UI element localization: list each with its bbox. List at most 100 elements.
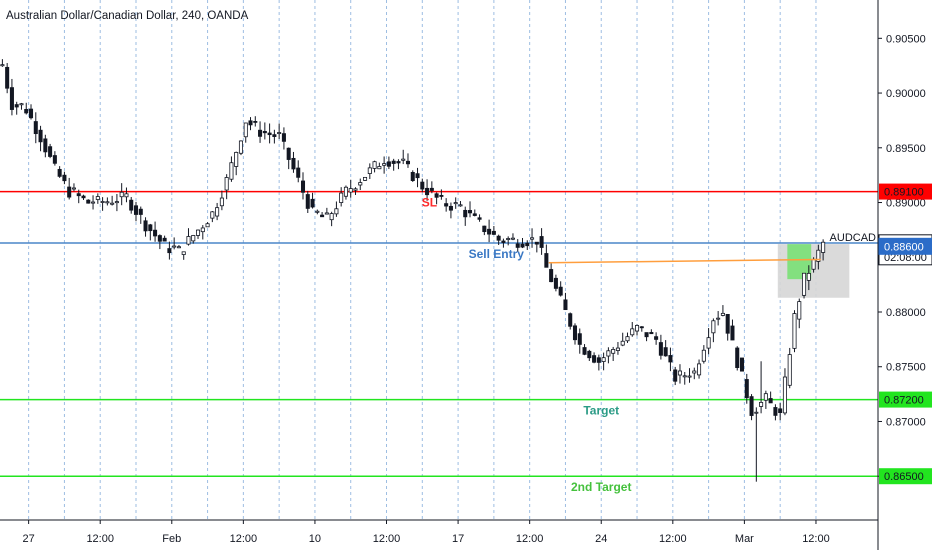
candle-body-14 (67, 186, 72, 198)
candle-body-157 (749, 396, 754, 416)
candle-54 (258, 121, 263, 143)
candle-body-141 (673, 369, 678, 382)
candle-body-85 (405, 160, 411, 165)
price-tag-88600-bg (878, 237, 932, 255)
candle-24 (114, 194, 119, 212)
candle-body-153 (730, 325, 735, 341)
target-label: Target (583, 404, 619, 418)
candle-body-136 (649, 332, 654, 335)
candle-body-116 (553, 277, 558, 289)
candle-body-64 (305, 194, 310, 209)
candle-116 (553, 274, 558, 292)
price-tag-88600: 0.88600 (878, 237, 932, 255)
candle-body-26 (124, 193, 129, 198)
candle-89 (425, 179, 430, 201)
candle-164 (782, 368, 787, 416)
candle-33 (157, 234, 162, 250)
candle-102 (487, 219, 492, 243)
candle-146 (697, 359, 702, 379)
candle-body-19 (91, 201, 96, 204)
second-target-axis-tag-text: 0.86500 (884, 471, 924, 483)
candle-body-140 (668, 355, 673, 363)
candle-8 (38, 125, 43, 152)
candle-96 (458, 201, 463, 207)
candle-130 (620, 332, 625, 347)
candle-26 (124, 187, 129, 203)
candle-body-80 (382, 163, 387, 166)
candle-body-22 (105, 201, 110, 204)
candle-body-142 (677, 370, 682, 376)
orange-line (548, 258, 821, 264)
candle-body-166 (792, 313, 797, 349)
candle-body-74 (353, 188, 358, 191)
candle-body-160 (763, 393, 768, 401)
second-target-label: 2nd Target (571, 480, 631, 494)
candle-body-0 (0, 64, 5, 67)
candle-body-148 (706, 337, 711, 349)
candle-61 (291, 151, 296, 173)
candle-167 (797, 298, 802, 329)
price-tag-88600-text: 0.88600 (884, 241, 924, 253)
candle-114 (544, 244, 549, 268)
candle-body-150 (716, 317, 721, 320)
x-tick-label-11: 12:00 (802, 533, 830, 545)
candle-149 (711, 318, 716, 343)
candle-body-170 (811, 258, 816, 270)
candle-body-79 (377, 166, 382, 170)
candle-154 (735, 346, 740, 371)
candle-103 (491, 226, 496, 235)
candle-162 (773, 404, 778, 421)
candle-body-2 (9, 87, 14, 110)
candle-47 (224, 174, 229, 200)
candle-132 (630, 322, 635, 337)
candle-body-77 (367, 167, 372, 174)
candle-body-133 (635, 325, 640, 332)
candle-body-54 (258, 129, 263, 137)
candle-body-103 (491, 230, 496, 235)
candle-4 (19, 102, 24, 110)
candle-156 (744, 373, 749, 404)
candle-137 (654, 332, 659, 345)
candle-94 (448, 202, 453, 219)
candle-body-146 (697, 363, 702, 376)
candle-17 (81, 194, 86, 200)
candle-body-91 (434, 193, 439, 198)
candle-56 (267, 123, 272, 144)
candle-body-65 (310, 198, 315, 208)
candle-60 (286, 147, 291, 170)
candle-body-10 (48, 146, 53, 157)
candle-body-137 (654, 336, 659, 340)
candle-body-172 (821, 241, 826, 253)
candle-body-4 (19, 103, 24, 106)
candle-0 (0, 59, 5, 67)
candle-body-138 (658, 342, 663, 356)
candle-body-125 (596, 357, 601, 363)
candle-body-73 (348, 188, 353, 193)
candle-body-119 (568, 313, 573, 327)
candle-166 (792, 310, 797, 353)
candle-body-114 (544, 253, 549, 268)
candle-74 (353, 187, 358, 195)
candle-20 (95, 193, 100, 204)
candle-body-156 (744, 379, 749, 399)
candle-93 (444, 198, 449, 212)
symbol-label: AUDCAD (830, 232, 877, 244)
x-tick-label-5: 12:00 (373, 533, 401, 545)
candle-body-52 (248, 120, 253, 126)
candle-body-134 (639, 326, 644, 329)
candle-body-15 (71, 187, 76, 190)
candle-36 (172, 237, 177, 250)
candle-body-32 (153, 229, 158, 237)
candle-121 (577, 328, 582, 354)
candle-35 (167, 241, 172, 260)
candle-76 (363, 176, 368, 181)
candle-161 (768, 391, 773, 404)
candle-22 (105, 197, 110, 206)
candle-127 (606, 347, 611, 364)
candle-body-113 (539, 236, 544, 248)
candle-body-115 (549, 269, 554, 283)
candle-131 (625, 332, 630, 343)
candle-90 (429, 181, 434, 194)
candle-body-6 (28, 108, 34, 119)
